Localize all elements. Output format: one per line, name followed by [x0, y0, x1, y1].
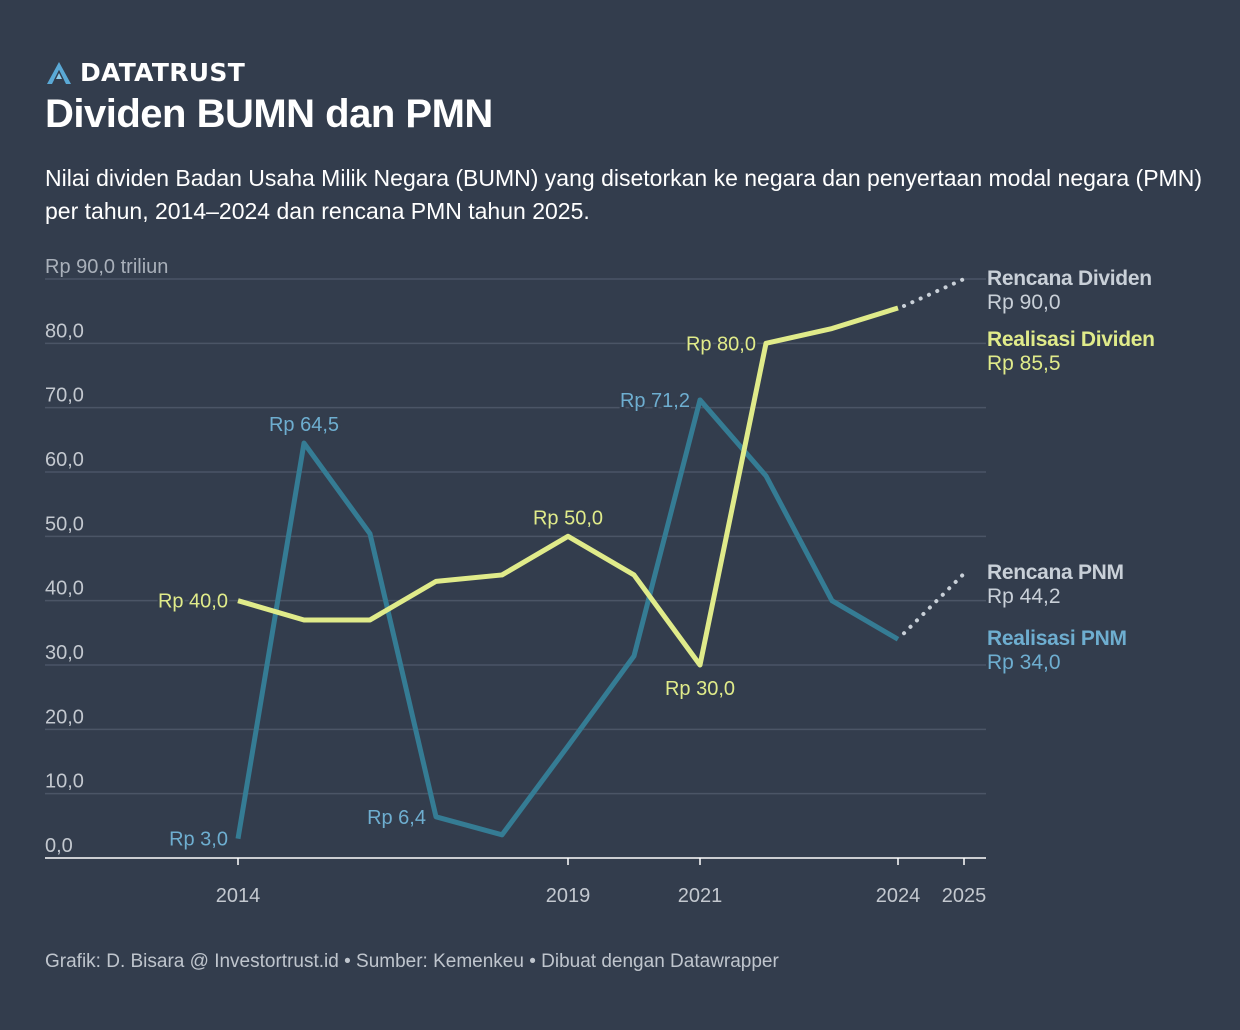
x-tick-label: 2025	[942, 885, 987, 907]
chart-subtitle: Nilai dividen Badan Usaha Milik Negara (…	[45, 165, 1202, 224]
pmn-plan-line	[902, 571, 966, 636]
x-tick-label: 2014	[216, 885, 261, 907]
legend-series-value: Rp 34,0	[987, 651, 1061, 674]
brand-logo: DATATRUST	[46, 58, 245, 87]
data-label: Rp 30,0	[665, 678, 735, 700]
chart-footer: Grafik: D. Bisara @ Investortrust.id • S…	[45, 951, 779, 972]
y-tick-label: 60,0	[45, 449, 84, 471]
legend-series-name: Realisasi Dividen	[987, 328, 1155, 351]
legend-series-name: Rencana Dividen	[987, 267, 1152, 290]
y-tick-label: 30,0	[45, 642, 84, 664]
brand-name: DATATRUST	[80, 58, 246, 87]
x-tick-label: 2021	[678, 885, 723, 907]
x-tick-label: 2019	[546, 885, 591, 907]
x-tick-label: 2024	[876, 885, 921, 907]
dividen-plan-line	[902, 277, 966, 308]
y-tick-label: 80,0	[45, 320, 84, 342]
chart-title: Dividen BUMN dan PMN	[45, 92, 493, 136]
y-tick-label: Rp 90,0 triliun	[45, 256, 168, 278]
legend-series-value: Rp 85,5	[987, 352, 1061, 375]
y-tick-label: 20,0	[45, 706, 84, 728]
data-label: Rp 50,0	[533, 507, 603, 529]
legend-series-value: Rp 44,2	[987, 585, 1061, 608]
legend-series-name: Realisasi PNM	[987, 627, 1127, 650]
y-tick-label: 40,0	[45, 578, 84, 600]
data-label: Rp 64,5	[269, 414, 339, 436]
data-label: Rp 6,4	[367, 807, 426, 829]
data-label: Rp 71,2	[620, 390, 690, 412]
legend-series-value: Rp 90,0	[987, 291, 1061, 314]
data-label: Rp 3,0	[169, 829, 228, 851]
data-label: Rp 80,0	[686, 333, 756, 355]
data-label: Rp 40,0	[158, 591, 228, 613]
legend-series-name: Rencana PNM	[987, 561, 1124, 584]
y-tick-label: 50,0	[45, 513, 84, 535]
logo-mark-icon	[47, 61, 71, 84]
y-tick-label: 70,0	[45, 385, 84, 407]
y-tick-label: 10,0	[45, 771, 84, 793]
y-tick-label: 0,0	[45, 835, 73, 857]
